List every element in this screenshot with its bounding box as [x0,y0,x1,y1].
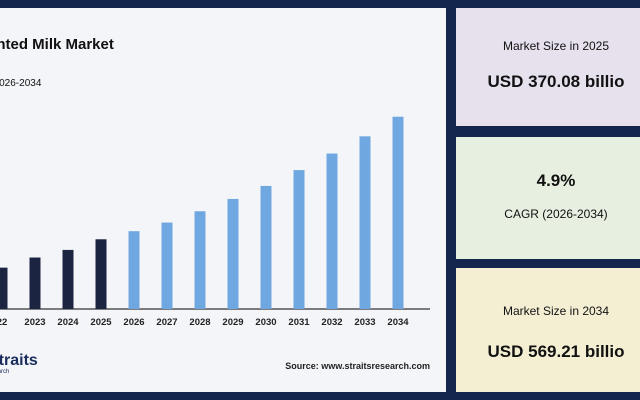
market-size-2025-card: Market Size in 2025 USD 370.08 billio [456,8,640,126]
stat-value: 4.9% [536,171,576,190]
bar-2026 [128,231,140,309]
market-size-2034-card: Market Size in 2034 USD 569.21 billio [456,268,640,392]
chart-title: ented Milk Market [0,36,114,53]
x-tick-label: 2032 [321,317,342,328]
bar-2032 [326,153,338,309]
brand-logo: Straits [0,352,38,369]
x-tick-label: 2023 [24,317,45,328]
source-note: Source: www.straitsresearch.com [285,361,430,371]
chart-subtitle: t 2026-2034 [0,78,42,89]
x-tick-label: 2030 [255,317,276,328]
stat-value: USD 569.21 billio [487,342,625,361]
bar-2029 [227,198,239,309]
bar-22 [0,267,8,309]
x-tick-label: 22 [0,317,7,328]
bar-2028 [194,211,206,309]
x-tick-label: 2028 [189,317,210,328]
bar-2023 [29,257,41,309]
bar-2031 [293,170,305,309]
bar-2030 [260,185,272,309]
x-tick-label: 2033 [354,317,375,328]
bar-2033 [359,136,371,309]
brand-logo-subtext: esearch [0,369,10,375]
bar-chart: 22 2023 2024 2025 2026 2027 2028 2029 2030 2031 20… [0,116,430,328]
x-tick-label: 2025 [90,317,112,328]
x-tick-label: 2029 [222,317,243,328]
x-tick-label: 2024 [57,317,79,328]
bar-2027 [161,222,173,309]
stat-label: Market Size in 2025 [502,39,610,53]
bar-2034 [392,116,404,309]
stat-label: CAGR (2026-2034) [504,207,608,221]
chart-panel: ented Milk Market t 2026-2034 22 2023 2024… [0,8,446,392]
bar-2024 [62,249,74,309]
cagr-card: 4.9% CAGR (2026-2034) [456,137,640,259]
x-tick-label: 2027 [156,317,177,328]
bar-2025 [95,239,107,309]
stat-label: Market Size in 2034 [502,304,610,318]
stat-value: USD 370.08 billio [487,72,625,91]
x-tick-label: 2026 [123,317,144,328]
x-tick-label: 2031 [288,317,310,328]
x-tick-label: 2034 [387,317,409,328]
